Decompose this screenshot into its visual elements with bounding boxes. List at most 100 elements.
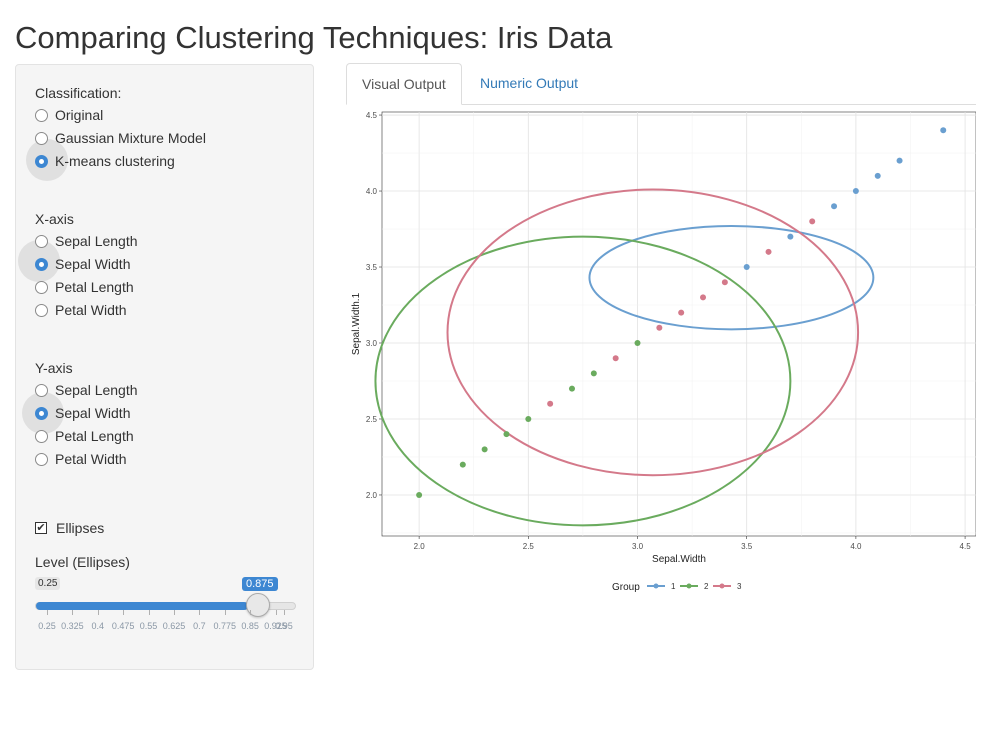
data-point-group-3 (656, 324, 663, 331)
option-label: Petal Length (55, 279, 134, 295)
slider-tick (275, 610, 277, 615)
option-label: Sepal Length (55, 233, 138, 249)
data-point-group-1 (940, 127, 947, 134)
y-axis-option-petal-length[interactable]: Petal Length (35, 426, 134, 446)
classification-option-gmm[interactable]: Gaussian Mixture Model (35, 128, 206, 148)
y-axis-option-sepal-length[interactable]: Sepal Length (35, 380, 138, 400)
data-point-group-2 (416, 491, 423, 498)
classification-option-original[interactable]: Original (35, 105, 103, 125)
data-point-group-1 (831, 203, 838, 210)
slider-min-badge: 0.25 (35, 577, 61, 590)
data-point-group-3 (765, 248, 772, 255)
data-point-group-2 (503, 431, 510, 438)
x-axis-option-sepal-width[interactable]: Sepal Width (35, 254, 130, 274)
radio-icon[interactable] (35, 303, 48, 317)
sidebar-panel: Classification: Original Gaussian Mixtur… (15, 64, 314, 670)
radio-icon[interactable] (35, 429, 48, 443)
data-point-group-3 (721, 279, 728, 286)
checkbox-checked-icon[interactable]: ✔ (35, 522, 47, 534)
option-label: Petal Width (55, 302, 127, 318)
data-point-group-2 (525, 415, 532, 422)
radio-icon[interactable] (35, 108, 48, 122)
slider-tick-label: 0.475 (111, 621, 135, 631)
data-point-group-3 (678, 309, 685, 316)
y-tick-label: 3.0 (366, 339, 378, 348)
data-point-group-2 (481, 446, 488, 453)
slider-tick-label: 0.7 (193, 621, 206, 631)
slider-tick-label: 0.325 (61, 621, 84, 631)
data-point-group-3 (809, 218, 816, 225)
x-axis-option-petal-length[interactable]: Petal Length (35, 277, 134, 297)
data-point-group-1 (787, 233, 794, 240)
slider-tick-label: 0.95 (275, 621, 293, 631)
y-tick-label: 3.5 (366, 263, 378, 272)
x-axis-label: X-axis (35, 211, 74, 227)
option-label: Gaussian Mixture Model (55, 130, 206, 146)
slider-tick (173, 610, 175, 615)
option-label: K-means clustering (55, 153, 175, 169)
cluster-ellipse-3 (446, 188, 860, 477)
slider-tick-label: 0.55 (139, 621, 158, 631)
radio-checked-icon[interactable] (35, 154, 48, 168)
level-slider-fill (36, 602, 249, 610)
x-axis-option-petal-width[interactable]: Petal Width (35, 300, 127, 320)
legend-key-dot (686, 583, 692, 589)
data-point-group-1 (743, 264, 750, 271)
legend-key-dot (653, 583, 659, 589)
slider-tick (148, 610, 150, 615)
tab-visual-output[interactable]: Visual Output (346, 63, 462, 105)
data-point-group-1 (874, 172, 881, 179)
slider-tick (47, 610, 48, 615)
data-point-group-3 (700, 294, 707, 301)
radio-icon[interactable] (35, 383, 48, 397)
slider-tick-label: 0.4 (91, 621, 105, 631)
classification-label: Classification: (35, 85, 122, 101)
option-label: Petal Width (55, 451, 127, 467)
x-tick-label: 3.5 (741, 542, 753, 551)
level-slider-track[interactable] (35, 602, 296, 610)
radio-checked-icon[interactable] (35, 406, 48, 420)
y-tick-label: 2.5 (366, 415, 378, 424)
y-axis-title: Sepal.Width.1 (351, 292, 362, 355)
slider-ticks: 0.25 0.325 0.4 0.475 0.55 0.625 0.7 0.775 0.85 0.… (35, 610, 296, 631)
data-point-group-3 (547, 400, 554, 407)
page-title: Comparing Clustering Techniques: Iris Da… (15, 20, 613, 55)
x-tick-label: 4.0 (850, 542, 862, 551)
tab-numeric-output[interactable]: Numeric Output (480, 75, 579, 91)
data-point-group-2 (590, 370, 597, 377)
radio-icon[interactable] (35, 452, 48, 466)
slider-tick (284, 610, 285, 615)
level-slider-handle[interactable] (246, 593, 270, 617)
legend-label: 1 (671, 582, 676, 591)
radio-icon[interactable] (35, 131, 48, 145)
radio-icon[interactable] (35, 234, 48, 248)
slider-tick-label: 0.85 (241, 621, 259, 631)
scatter-plot: 2.0 2.5 3.0 3.5 4.0 4.5 2.0 2.5 3.0 3.5 4.0 4.5 Sepa… (346, 104, 977, 609)
data-point-group-2 (634, 339, 641, 346)
slider-tick-label: 0.25 (38, 621, 56, 631)
option-label: Petal Length (55, 428, 134, 444)
x-axis-option-sepal-length[interactable]: Sepal Length (35, 231, 138, 251)
ellipses-toggle[interactable]: ✔ Ellipses (35, 520, 104, 536)
y-axis-option-sepal-width[interactable]: Sepal Width (35, 403, 130, 423)
classification-option-kmeans[interactable]: K-means clustering (35, 151, 175, 171)
option-label: Sepal Width (55, 405, 131, 421)
level-slider-label: Level (Ellipses) (35, 554, 130, 570)
data-point-group-2 (459, 461, 466, 468)
slider-value-badge: 0.875 (242, 577, 278, 591)
data-point-group-1 (852, 188, 859, 195)
radio-icon[interactable] (35, 280, 48, 294)
x-tick-label: 2.0 (414, 542, 426, 551)
y-axis-label: Y-axis (35, 360, 73, 376)
slider-tick-label: 0.625 (162, 621, 186, 631)
x-tick-label: 4.5 (960, 542, 972, 551)
data-point-group-1 (896, 157, 903, 164)
radio-checked-icon[interactable] (35, 257, 48, 271)
slider-tick (123, 610, 125, 615)
ellipses-label: Ellipses (56, 520, 105, 536)
slider-tick (97, 610, 99, 615)
cluster-ellipse-2 (374, 235, 792, 527)
slider-tick (224, 610, 226, 615)
y-axis-option-petal-width[interactable]: Petal Width (35, 449, 127, 469)
cluster-ellipse-1 (588, 224, 875, 331)
